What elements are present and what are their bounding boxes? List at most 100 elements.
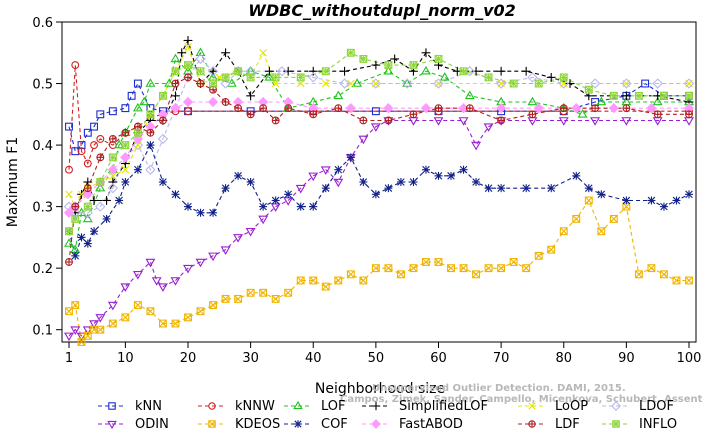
ldof-point (402, 78, 413, 89)
ldf-point (234, 104, 243, 113)
odin-point (258, 215, 269, 225)
kdeos-point (121, 313, 130, 322)
cof-point (309, 202, 318, 211)
loop-point (77, 190, 86, 199)
ldof-point (558, 78, 569, 89)
inflo-point (83, 202, 92, 211)
cof-point (522, 184, 531, 193)
odin-point (157, 283, 168, 292)
odin-point (295, 184, 306, 194)
legend-item-knnw: kNNW (198, 399, 275, 414)
simplifiedlof-point (308, 66, 318, 76)
odin-series-line (68, 119, 689, 337)
y-tick-label: 0.1 (32, 324, 53, 339)
odin-point (245, 227, 256, 237)
odin-point (370, 123, 381, 132)
cof-point (409, 178, 418, 186)
ldf-point (158, 116, 167, 125)
ldof-point (683, 78, 695, 89)
x-axis: 1 10 20 30 40 50 60 70 80 90 100 (65, 342, 701, 366)
x-tick-label: 60 (430, 351, 447, 366)
inflo-point (146, 110, 155, 119)
cof-point (584, 184, 593, 193)
legend-label: SimplifiedLOF (399, 399, 488, 414)
cof-point (421, 165, 430, 174)
legend-marker (611, 401, 621, 411)
odin-point (220, 246, 231, 255)
loop-point (109, 172, 117, 180)
ldf-point (171, 79, 180, 88)
lof-series-line (68, 51, 689, 251)
inflo-point (158, 91, 167, 100)
lof-point (195, 47, 206, 57)
legend-marker (208, 420, 216, 428)
knn-point (77, 141, 86, 150)
legend-item-lof: LOF (284, 399, 346, 414)
cof-point (90, 227, 99, 236)
inflo-point (384, 61, 393, 70)
odin-point (89, 320, 100, 329)
knn-point (127, 91, 136, 100)
odin-point (183, 264, 193, 274)
simplifiedlof-point (621, 91, 631, 101)
ldf-point (108, 134, 117, 143)
loop-point (321, 79, 330, 88)
legend-item-ldf: LDF (518, 417, 580, 432)
legend-item-cof: COF (284, 417, 348, 432)
cof-point (346, 153, 355, 162)
cof-point (396, 178, 405, 186)
cof-point (497, 184, 506, 193)
fastabod-point (496, 103, 507, 114)
legend-marker (371, 401, 381, 411)
inflo-point (634, 91, 643, 100)
knn-point (121, 104, 130, 113)
inflo-point (196, 67, 205, 76)
x-tick-label: 90 (618, 351, 635, 366)
ldf-point (96, 153, 105, 162)
cof-point (321, 184, 330, 193)
simplifiedlof-point (521, 66, 531, 76)
legend-marker (612, 420, 620, 428)
cof-point (384, 184, 393, 193)
inflo-point (171, 67, 180, 76)
fastabod-point (345, 103, 356, 114)
ldof-point (145, 164, 156, 175)
loop-point (347, 79, 355, 88)
x-tick-label: 40 (305, 351, 322, 366)
legend-item-kdeos: KDEOS (198, 417, 280, 432)
cof-point (359, 178, 368, 186)
odin-point (590, 117, 601, 126)
lof-point (652, 96, 663, 106)
fastabod-point (207, 96, 219, 108)
fastabod-point (120, 152, 131, 163)
ldf-point (409, 110, 418, 119)
ldof-point (82, 207, 93, 218)
cof-point (121, 178, 130, 186)
x-tick-label: 70 (493, 351, 510, 366)
fastabod-point (82, 189, 93, 200)
kdeos-point (334, 276, 343, 285)
ldof-point (621, 78, 632, 89)
legend: kNN kNNW LOF SimplifiedLOF LoOP LDOF ODIN KDEOS… (98, 399, 677, 432)
cof-point (459, 165, 468, 174)
chart-title: WDBC_withoutdupl_norm_v02 (248, 1, 516, 20)
cof-point (209, 208, 218, 217)
kdeos-point (171, 319, 180, 328)
knnw-point (83, 159, 92, 168)
y-tick-label: 0.5 (32, 78, 53, 93)
odin-point (82, 326, 93, 335)
ldf-point (259, 104, 268, 113)
simplifiedlof-point (208, 66, 218, 76)
ldof-point (527, 72, 538, 83)
cof-point (685, 190, 693, 199)
odin-point (527, 117, 538, 126)
lof-point (464, 90, 475, 100)
cof-point (71, 251, 80, 260)
kdeos-point (509, 258, 518, 266)
plot-frame (61, 21, 697, 343)
legend-marker (528, 402, 536, 410)
simplifiedlof-point (283, 66, 293, 76)
citation-watermark: Unsupervised Outlier Detection. DAMI, 20… (340, 383, 702, 405)
inflo-point (559, 73, 568, 82)
inflo-point (108, 153, 117, 162)
